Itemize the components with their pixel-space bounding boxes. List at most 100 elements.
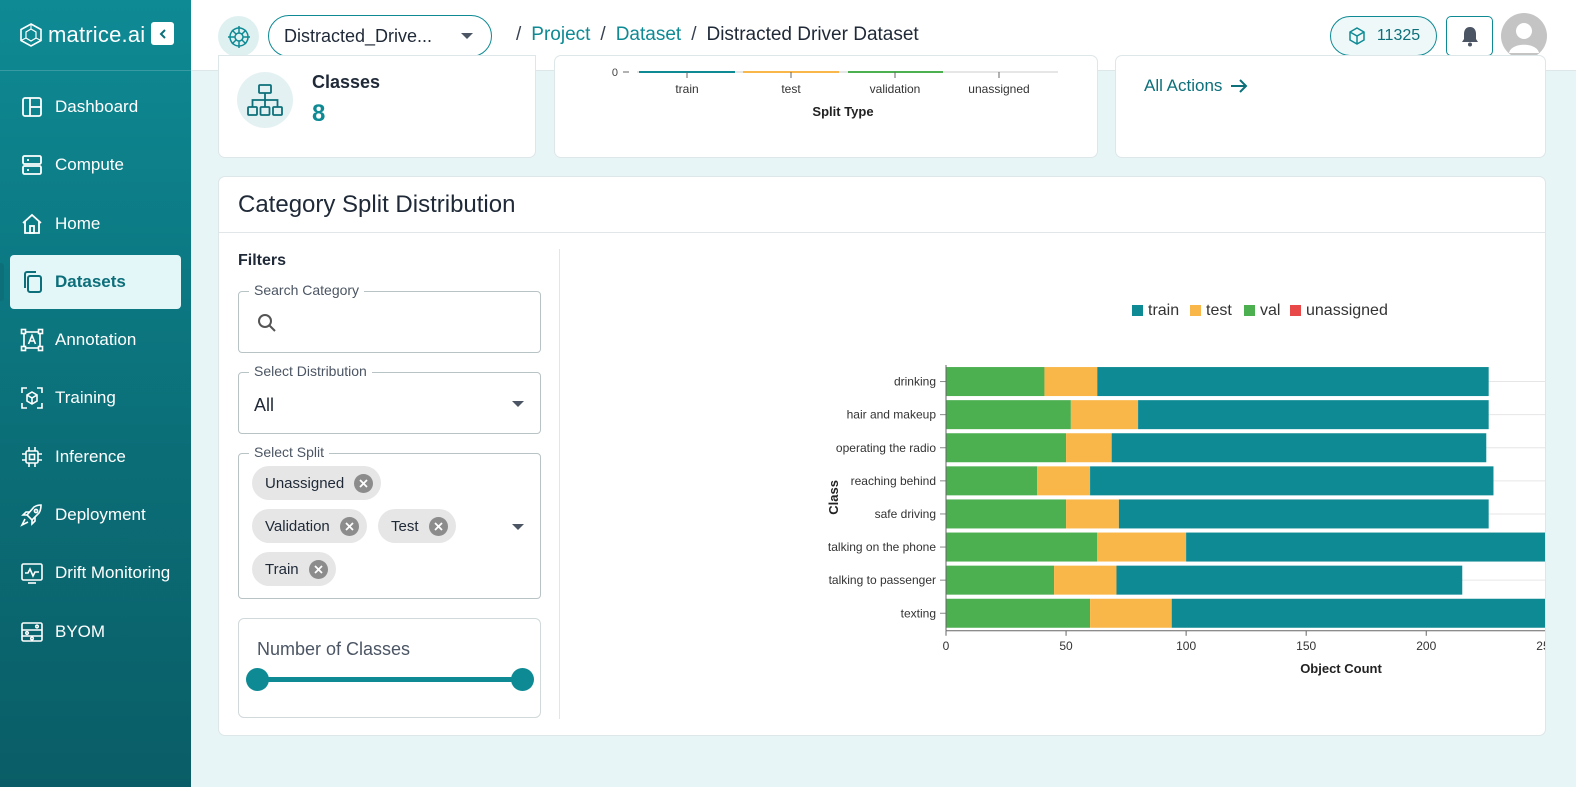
split-chip-validation[interactable]: Validation [252,509,367,543]
breadcrumb: / Project / Dataset / Distracted Driver … [506,24,919,46]
chip-label: Train [265,560,299,578]
server-icon [22,155,42,176]
annotation-icon [20,328,44,352]
select-split-field[interactable]: Select Split Unassigned Validation Test … [238,444,541,599]
chart-legend-swatch-test [1190,305,1201,316]
search-category-legend: Search Category [249,282,365,298]
split-chip-unassigned[interactable]: Unassigned [252,466,382,500]
split-type-card: 0 train test validation unassigned Split… [554,55,1098,158]
sidebar-item-label: Datasets [55,271,126,291]
sidebar-item-byom[interactable]: BYOM [10,605,181,659]
sidebar-item-drift-monitoring[interactable]: Drift Monitoring [10,546,181,600]
sidebar-item-inference[interactable]: Inference [10,430,181,484]
filters-divider [559,249,560,719]
breadcrumb-project-link[interactable]: Project [531,24,591,45]
notifications-button[interactable] [1446,16,1493,56]
chart-legend-label-test: test [1206,302,1232,319]
chart-y-tick-label: drinking [894,375,936,389]
chip-label: Unassigned [265,474,345,492]
collapse-sidebar-button[interactable] [151,22,174,45]
avatar[interactable] [1501,13,1547,59]
sidebar-item-home[interactable]: Home [10,197,181,251]
slider-track[interactable] [258,677,523,682]
cube-scan-icon [21,387,43,410]
project-icon-button[interactable] [218,16,259,57]
chevron-down-icon[interactable] [512,524,524,530]
chip-remove-icon[interactable] [308,559,328,579]
chart-y-tick-label: safe driving [875,507,936,521]
rocket-icon [20,504,42,527]
chart-y-tick-label: hair and makeup [847,408,937,422]
split-x-label: validation [870,82,921,96]
split-x-label: test [781,82,801,96]
chart-bar-train [1097,367,1489,397]
chart-bar-train [1116,565,1463,595]
sidebar-item-label: Dashboard [55,97,139,116]
chart-x-tick-label: 250 [1536,639,1545,653]
chart-y-tick-label: operating the radio [836,441,936,455]
sidebar-item-datasets[interactable]: Datasets [0,254,181,309]
sidebar-nav: Dashboard Compute Home Datasets Annotati… [0,80,181,663]
credits-button[interactable]: 11325 [1330,16,1437,56]
user-icon [1509,23,1539,53]
chart-x-tick-label: 50 [1059,639,1073,653]
all-actions-link[interactable]: All Actions [1144,76,1248,96]
chart-bar-val [946,499,1067,529]
chart-bar-test [1097,532,1187,562]
dashboard-icon [22,97,42,117]
chart-bar-val [946,466,1038,496]
actions-card: All Actions [1115,55,1546,158]
search-category-field[interactable]: Search Category [238,282,541,353]
sidebar-item-label: Inference [55,446,126,466]
sidebar-item-compute[interactable]: Compute [10,138,181,192]
chart-bar-train [1090,466,1494,496]
matrice-logo-icon [20,23,42,47]
model-stack-icon [21,621,43,642]
bell-icon [1461,27,1478,47]
chip-remove-icon[interactable] [339,516,359,536]
logo[interactable]: matrice.ai [18,18,174,52]
chart-legend-label-unassigned: unassigned [1306,302,1388,319]
category-split-panel: Category Split Distribution Filters Sear… [218,176,1546,736]
chart-bar-train [1186,532,1545,562]
split-chip-train[interactable]: Train [252,552,336,586]
chart-bar-test [1066,499,1119,529]
chip-remove-icon[interactable] [354,473,374,493]
chart-y-tick-label: reaching behind [851,474,936,488]
sidebar-item-annotation[interactable]: Annotation [10,313,181,367]
chart-x-axis-title: Object Count [1300,661,1382,676]
chevron-down-icon[interactable] [512,401,524,407]
chart-bar-train [1111,433,1487,463]
project-select[interactable]: Distracted_Drive... [268,15,492,57]
chip-icon [22,446,42,467]
classes-card: Classes 8 [218,55,536,158]
slider-thumb-min[interactable] [246,668,269,691]
breadcrumb-dataset-link[interactable]: Dataset [615,24,682,45]
select-distribution-field[interactable]: Select Distribution All [238,363,541,434]
chart-legend-swatch-val [1244,305,1255,316]
select-split-legend: Select Split [249,444,330,460]
chart-bar-train [1138,400,1489,430]
sidebar-item-label: BYOM [55,621,106,641]
breadcrumb-separator: / [516,24,522,45]
chart-bar-val [946,598,1091,628]
chart-x-tick-label: 150 [1296,639,1316,653]
classes-count: 8 [312,100,326,127]
sidebar-item-deployment[interactable]: Deployment [10,488,181,542]
chart-x-tick-label: 100 [1176,639,1196,653]
chart-bar-val [946,433,1067,463]
target-network-icon [227,25,250,48]
chart-y-tick-label: talking to passenger [829,573,936,587]
chip-remove-icon[interactable] [428,516,448,536]
chart-y-tick-label: texting [901,606,936,620]
chevron-down-icon [461,33,473,39]
chart-y-axis-title: Class [826,480,841,515]
cube-icon [1349,27,1365,45]
chart-bar-val [946,367,1045,397]
chart-bar-val [946,400,1071,430]
split-chip-test[interactable]: Test [378,509,456,543]
sidebar-item-dashboard[interactable]: Dashboard [10,80,181,134]
slider-thumb-max[interactable] [511,668,534,691]
sidebar-item-training[interactable]: Training [10,371,181,425]
sidebar-item-label: Training [55,388,116,408]
